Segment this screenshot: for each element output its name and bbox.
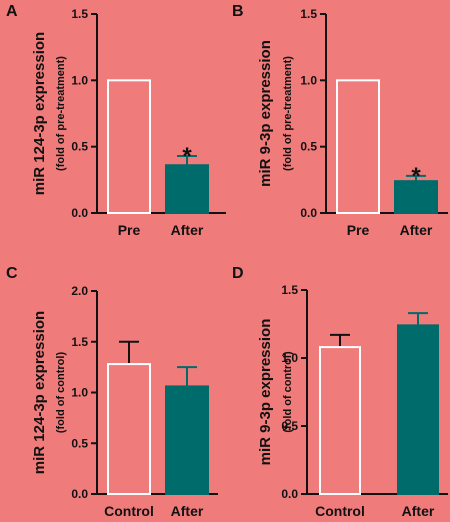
- y-tick-label-b: 0.0: [300, 206, 317, 220]
- significance-marker-a: *: [182, 143, 192, 170]
- panel-letter-d: D: [232, 265, 244, 282]
- y-tick-label-a: 0.5: [71, 140, 88, 154]
- y-tick-label-b: 1.0: [300, 73, 317, 87]
- y-axis-label-a: miR 124-3p expression: [31, 32, 48, 195]
- y-tick-label-c: 0.5: [71, 436, 88, 450]
- y-tick-label-b: 1.5: [300, 7, 317, 21]
- y-tick-label-c: 1.0: [71, 386, 88, 400]
- y-axis-label-b: miR 9-3p expression: [257, 40, 274, 187]
- y-axis-label-d: miR 9-3p expression: [257, 319, 274, 466]
- bar-a-pre: [107, 79, 151, 215]
- y-tick-label-d: 0.5: [281, 419, 298, 433]
- x-category-label-b: Pre: [347, 222, 370, 238]
- panel-letter-b: B: [232, 3, 244, 20]
- y-tick-label-d: 1.0: [281, 351, 298, 365]
- y-tick-label-d: 1.5: [281, 283, 298, 297]
- bar-d-control: [319, 346, 361, 495]
- x-category-label-d: Control: [315, 503, 365, 517]
- bar-b-after: [394, 180, 438, 215]
- y-tick-label-d: 0.0: [281, 487, 298, 501]
- y-axis-sublabel-a: (fold of pre-treatment): [55, 56, 67, 171]
- y-tick-label-b: 0.5: [300, 140, 317, 154]
- bar-a-after: [165, 164, 209, 215]
- y-tick-label-c: 0.0: [71, 487, 88, 501]
- y-tick-label-a: 1.5: [71, 7, 88, 21]
- bar-c-after: [165, 385, 209, 495]
- x-category-label-b: After: [400, 222, 433, 238]
- x-category-label-a: After: [171, 222, 204, 238]
- y-axis-sublabel-c: (fold of control): [55, 352, 67, 434]
- x-category-label-d: After: [402, 503, 435, 517]
- y-tick-label-c: 2.0: [71, 284, 88, 298]
- y-tick-label-a: 1.0: [71, 73, 88, 87]
- bar-c-control: [107, 363, 151, 495]
- x-category-label-a: Pre: [118, 222, 141, 238]
- panel-letter-a: A: [6, 3, 18, 20]
- x-category-label-c: Control: [104, 503, 154, 517]
- y-tick-label-c: 1.5: [71, 335, 88, 349]
- bar-d-after: [397, 324, 439, 495]
- significance-marker-b: *: [411, 163, 421, 190]
- y-tick-label-a: 0.0: [71, 206, 88, 220]
- panel-letter-c: C: [6, 265, 18, 282]
- x-category-label-c: After: [171, 503, 204, 517]
- bar-b-pre: [336, 79, 380, 215]
- y-axis-label-c: miR 124-3p expression: [31, 311, 48, 474]
- y-axis-sublabel-d: (fold of control): [282, 351, 294, 433]
- y-axis-sublabel-b: (fold of pre-treatment): [282, 56, 294, 171]
